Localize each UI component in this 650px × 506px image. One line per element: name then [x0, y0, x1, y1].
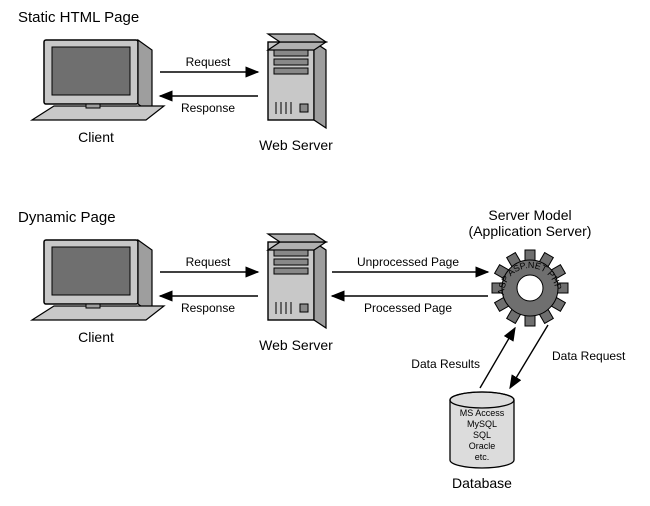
dynamic-response-label: Response: [181, 301, 235, 315]
db-line-2: SQL: [473, 430, 491, 440]
static-client-label: Client: [78, 129, 114, 145]
dynamic-client-label: Client: [78, 329, 114, 345]
dynamic-client: [32, 240, 164, 320]
dynamic-server-label: Web Server: [259, 337, 333, 353]
data-results-arrow: [480, 328, 515, 388]
processed-label: Processed Page: [364, 301, 452, 315]
dynamic-server: [268, 234, 326, 328]
static-server: [268, 34, 326, 128]
data-request-label: Data Request: [552, 349, 626, 363]
static-client: [32, 40, 164, 120]
db-line-1: MySQL: [467, 419, 497, 429]
db-line-3: Oracle: [469, 441, 496, 451]
database-cylinder: MS Access MySQL SQL Oracle etc.: [450, 392, 514, 468]
static-server-label: Web Server: [259, 137, 333, 153]
appserver-gear: CF ASP ASP.NET PHP JSP: [492, 250, 568, 326]
appserver-title2: (Application Server): [469, 223, 592, 239]
data-request-arrow: [510, 325, 548, 388]
data-results-label: Data Results: [411, 357, 480, 371]
unprocessed-label: Unprocessed Page: [357, 255, 459, 269]
dynamic-title: Dynamic Page: [18, 209, 116, 226]
db-line-0: MS Access: [460, 408, 505, 418]
database-label: Database: [452, 475, 512, 491]
db-line-4: etc.: [475, 452, 490, 462]
appserver-title1: Server Model: [488, 207, 571, 223]
static-title: Static HTML Page: [18, 9, 139, 26]
static-request-label: Request: [186, 55, 231, 69]
dynamic-request-label: Request: [186, 255, 231, 269]
static-response-label: Response: [181, 101, 235, 115]
